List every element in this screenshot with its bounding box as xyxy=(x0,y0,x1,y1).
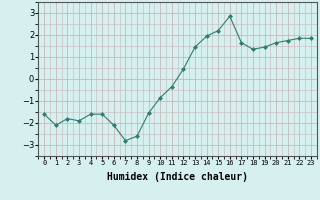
X-axis label: Humidex (Indice chaleur): Humidex (Indice chaleur) xyxy=(107,172,248,182)
